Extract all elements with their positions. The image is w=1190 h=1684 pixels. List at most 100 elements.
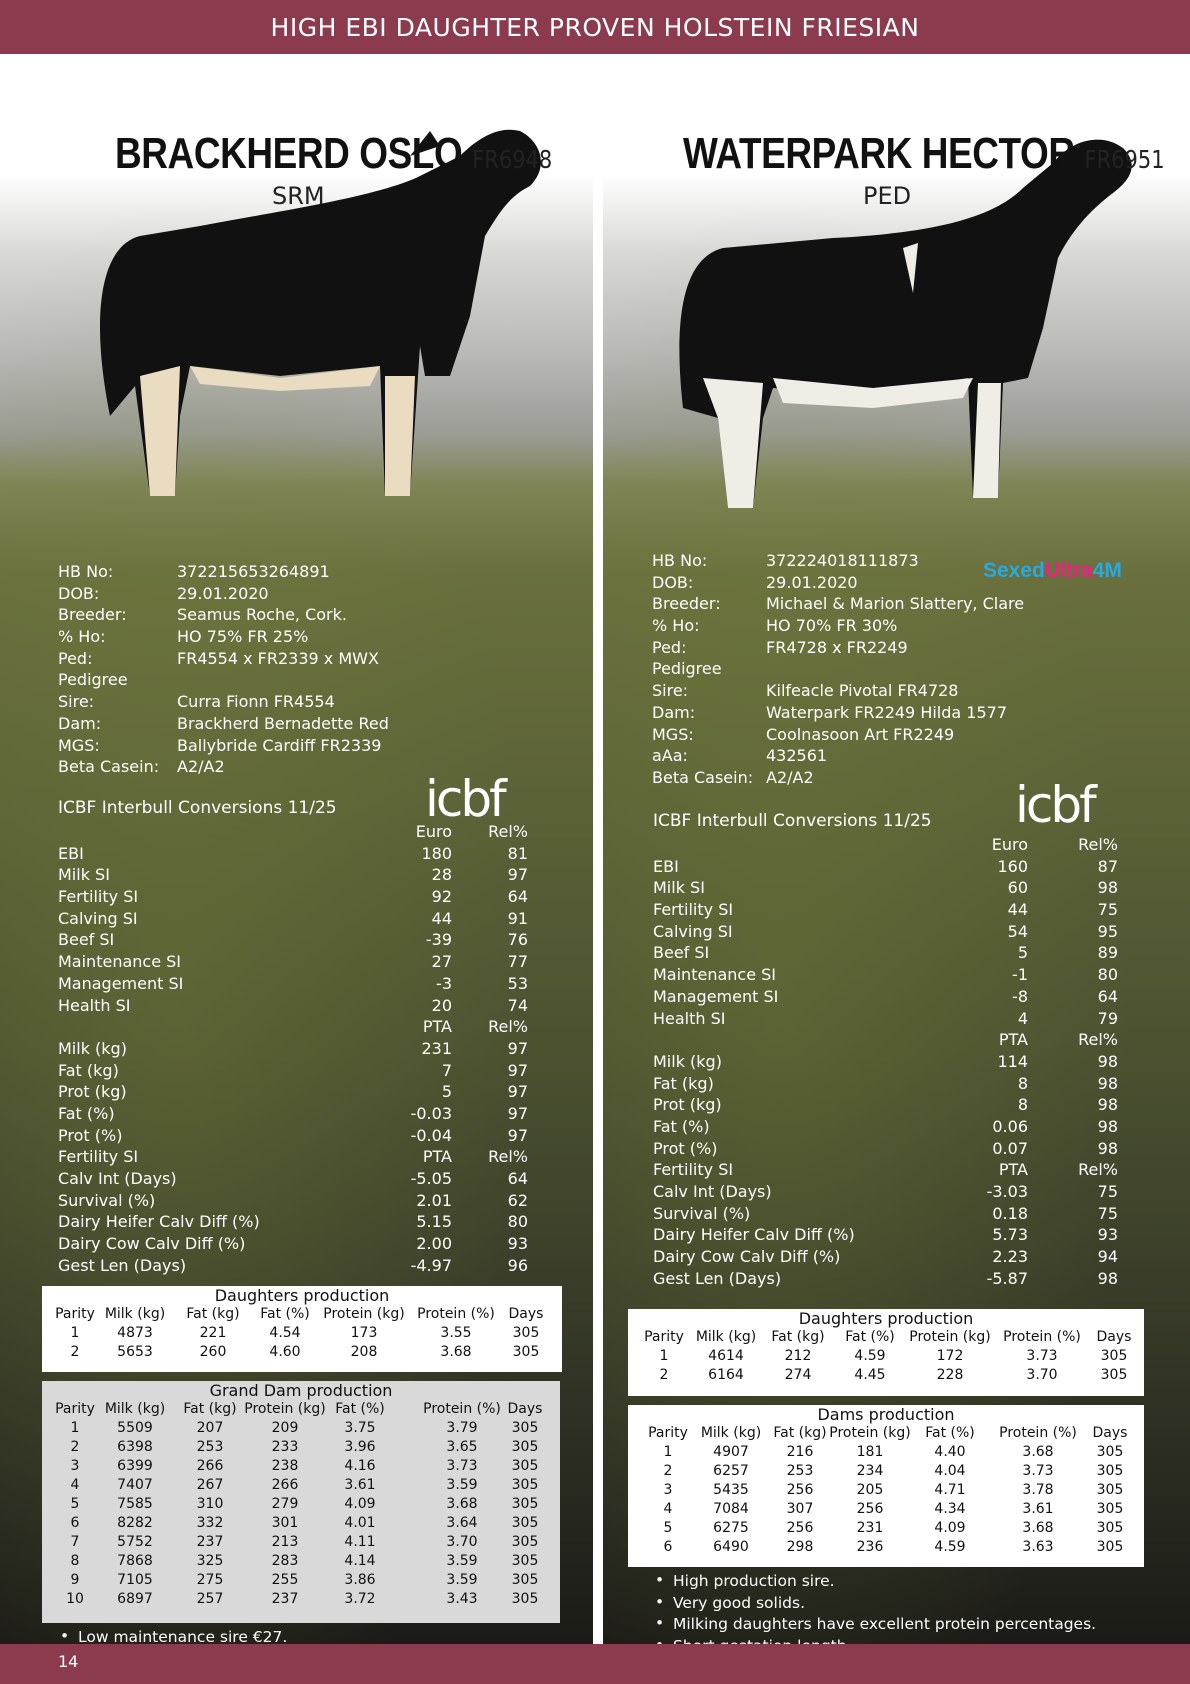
- stat-value: 44: [431, 908, 452, 928]
- bullet-item: High production sire.: [653, 1571, 1183, 1594]
- stat-rel: Rel%: [1078, 1030, 1118, 1050]
- info-label: HB No:: [58, 562, 114, 581]
- stat-value: 5.73: [992, 1225, 1028, 1245]
- info-label: % Ho:: [652, 616, 700, 636]
- table-cell: 3.86: [344, 1572, 376, 1588]
- stat-rel: 98: [1097, 878, 1118, 898]
- table-row: 1 4907 216 181 4.40 3.68 305: [628, 1444, 1144, 1463]
- info-row: HB No: 372224018111873: [652, 551, 1172, 573]
- stat-row: PTA Rel%: [653, 1030, 1118, 1052]
- table-cell: 221: [199, 1325, 227, 1341]
- stat-rel: 89: [1097, 943, 1118, 963]
- table-title: Dams production: [817, 1405, 955, 1424]
- stat-row: Prot (kg) 8 98: [653, 1095, 1118, 1117]
- column-header: Parity: [644, 1329, 684, 1345]
- table-cell: 2: [659, 1367, 669, 1383]
- info-row: Pedigree: [58, 670, 578, 692]
- stat-label: Health SI: [58, 995, 131, 1015]
- column-header: Protein (%): [417, 1306, 495, 1322]
- info-label: aAa:: [652, 746, 688, 766]
- stat-value: 0.18: [992, 1203, 1028, 1223]
- table-cell: 5: [663, 1520, 673, 1536]
- info-label: Dam:: [58, 713, 102, 733]
- table-cell: 305: [511, 1458, 539, 1474]
- table-cell: 3.61: [344, 1477, 376, 1493]
- table-cell: 7868: [117, 1553, 153, 1569]
- stat-label: Gest Len (Days): [58, 1255, 187, 1275]
- stat-label: Milk (kg): [58, 1038, 127, 1058]
- stat-rel: 64: [507, 1169, 528, 1188]
- grand-dam-table-left: Grand Dam production Parity Milk (kg) Fat (…: [42, 1381, 560, 1623]
- cow-photo-right: [679, 139, 1132, 508]
- stat-rel: 79: [1097, 1008, 1118, 1028]
- info-row: Sire: Curra Fionn FR4554: [58, 692, 578, 714]
- stat-value: 8: [1017, 1095, 1028, 1115]
- conversions-title-right: ICBF Interbull Conversions 11/25: [653, 811, 932, 831]
- table-cell: 266: [271, 1477, 299, 1493]
- table-cell: 305: [512, 1325, 540, 1341]
- table-cell: 4.01: [344, 1515, 376, 1531]
- column-header: Protein (%): [999, 1425, 1077, 1441]
- stat-row: Calving SI 44 91: [58, 909, 528, 931]
- info-value: Michael & Marion Slattery, Clare: [766, 594, 1025, 614]
- stat-label: EBI: [653, 856, 679, 876]
- stat-rel: Rel%: [1078, 835, 1118, 854]
- info-label: Beta Casein:: [58, 757, 160, 777]
- table-cell: 4.09: [344, 1496, 376, 1512]
- table-cell: 3.59: [446, 1477, 478, 1493]
- daughters-table-right: Daughters production Parity Milk (kg) Fat (…: [628, 1309, 1144, 1396]
- column-header: Protein (%): [423, 1401, 501, 1417]
- stat-row: Fat (kg) 7 97: [58, 1061, 528, 1083]
- table-cell: 208: [350, 1344, 378, 1360]
- table-cell: 7105: [117, 1572, 153, 1588]
- table-row: 5 6275 256 231 4.09 3.68 305: [628, 1520, 1144, 1539]
- table-row: 1 4614 212 4.59 172 3.73 305: [628, 1348, 1144, 1367]
- stats-table-left: Euro Rel% EBI 180 81 Milk SI 28 97 Fertility SI 9…: [58, 822, 528, 1277]
- stat-rel: 97: [507, 1103, 528, 1123]
- stat-rel: 93: [507, 1234, 528, 1254]
- table-cell: 305: [1096, 1520, 1124, 1536]
- table-cell: 4: [70, 1477, 80, 1493]
- column-header: Parity: [55, 1401, 95, 1417]
- table-cell: 2: [70, 1439, 80, 1455]
- panel-divider: [593, 54, 603, 1644]
- stat-label: Fertility SI: [653, 1160, 734, 1180]
- stat-rel: 98: [1097, 1073, 1118, 1093]
- column-header: Milk (kg): [695, 1329, 757, 1345]
- header-band: HIGH EBI DAUGHTER PROVEN HOLSTEIN FRIESI…: [0, 0, 1190, 54]
- table-cell: 233: [271, 1439, 299, 1455]
- table-cell: 3: [70, 1458, 80, 1474]
- page-header-title: HIGH EBI DAUGHTER PROVEN HOLSTEIN FRIESI…: [270, 13, 920, 42]
- info-value: Ballybride Cardiff FR2339: [177, 735, 382, 755]
- table-cell: 283: [271, 1553, 299, 1569]
- bullets-right: High production sire.Very good solids.Mi…: [653, 1571, 1183, 1644]
- table-cell: 3.68: [1022, 1444, 1054, 1460]
- stat-rel: 98: [1097, 1138, 1118, 1158]
- info-value: 29.01.2020: [766, 572, 858, 592]
- stat-rel: 98: [1097, 1116, 1118, 1136]
- column-header: Days: [507, 1401, 543, 1417]
- table-cell: 305: [1096, 1501, 1124, 1517]
- stat-value: 160: [997, 856, 1028, 876]
- column-header: Fat (%): [335, 1401, 385, 1417]
- stat-value: 231: [421, 1038, 452, 1058]
- stat-value: 5: [1017, 943, 1028, 963]
- stat-row: Milk SI 60 98: [653, 878, 1118, 900]
- bullet-item: Low maintenance sire €27.: [58, 1627, 578, 1644]
- stat-label: Fertility SI: [653, 900, 734, 920]
- info-label: MGS:: [652, 724, 694, 744]
- bull-subtitle-right: PED: [863, 182, 912, 210]
- column-header: Fat (%): [845, 1329, 895, 1345]
- table-cell: 266: [196, 1458, 224, 1474]
- stat-value: -0.03: [410, 1103, 452, 1123]
- stat-label: Health SI: [653, 1008, 726, 1028]
- column-header: Fat (%): [260, 1306, 310, 1322]
- stat-row: EBI 180 81: [58, 844, 528, 866]
- stat-row: Fertility SI PTA Rel%: [58, 1147, 528, 1169]
- stat-rel: 98: [1097, 1051, 1118, 1071]
- stat-row: Calv Int (Days) -3.03 75: [653, 1182, 1118, 1204]
- info-value: Kilfeacle Pivotal FR4728: [766, 681, 959, 701]
- table-cell: 3.75: [344, 1420, 376, 1436]
- stat-value: 28: [431, 865, 452, 885]
- table-cell: 305: [1100, 1367, 1128, 1383]
